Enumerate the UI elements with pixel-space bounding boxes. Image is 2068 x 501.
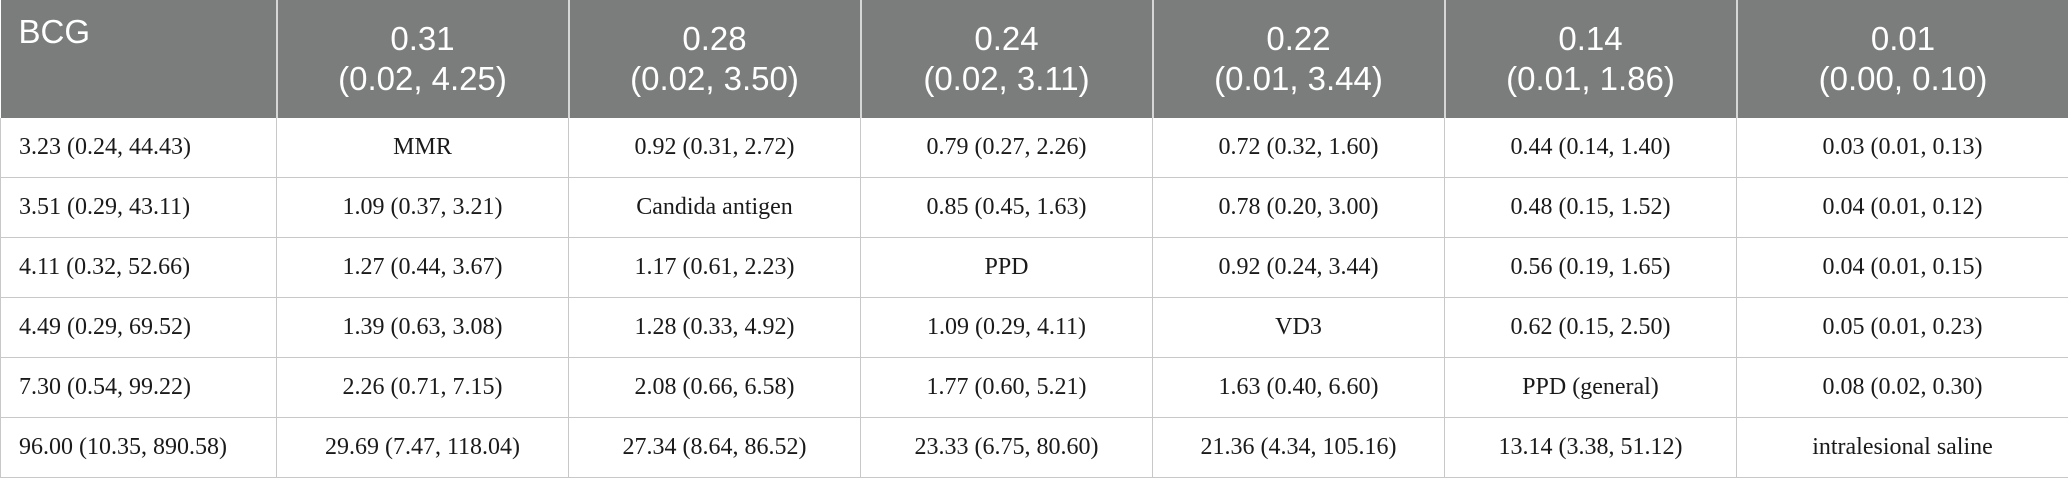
header-cell-2: 0.28 (0.02, 3.50) [568, 0, 862, 118]
table-cell: 1.63 (0.40, 6.60) [1152, 357, 1445, 418]
table-cell: 0.04 (0.01, 0.15) [1736, 237, 2068, 298]
header-value: 0.31 [390, 20, 455, 57]
table-cell: MMR [276, 118, 569, 178]
table-row: 4.49 (0.29, 69.52) 1.39 (0.63, 3.08) 1.2… [0, 297, 2068, 358]
table-cell: 0.04 (0.01, 0.12) [1736, 177, 2068, 238]
table-cell: 3.51 (0.29, 43.11) [0, 177, 277, 238]
table-row: 3.51 (0.29, 43.11) 1.09 (0.37, 3.21) Can… [0, 177, 2068, 238]
header-value: 0.28 [682, 20, 747, 57]
table-cell: 0.05 (0.01, 0.23) [1736, 297, 2068, 358]
table-cell: 4.11 (0.32, 52.66) [0, 237, 277, 298]
table-row: 3.23 (0.24, 44.43) MMR 0.92 (0.31, 2.72)… [0, 118, 2068, 178]
table-cell: 7.30 (0.54, 99.22) [0, 357, 277, 418]
table-cell: 0.72 (0.32, 1.60) [1152, 118, 1445, 178]
header-ci: (0.01, 3.44) [1214, 60, 1383, 97]
table-cell: 0.92 (0.24, 3.44) [1152, 237, 1445, 298]
table-cell: Candida antigen [568, 177, 861, 238]
table-cell: 0.62 (0.15, 2.50) [1444, 297, 1737, 358]
table-cell: 0.03 (0.01, 0.13) [1736, 118, 2068, 178]
header-value: 0.14 [1558, 20, 1623, 57]
table-cell: PPD (general) [1444, 357, 1737, 418]
table-cell: 0.44 (0.14, 1.40) [1444, 118, 1737, 178]
table-cell: 0.92 (0.31, 2.72) [568, 118, 861, 178]
header-value: 0.24 [974, 20, 1039, 57]
header-cell-1: 0.31 (0.02, 4.25) [276, 0, 570, 118]
table-cell: 1.09 (0.29, 4.11) [860, 297, 1153, 358]
table-cell: 0.56 (0.19, 1.65) [1444, 237, 1737, 298]
table-cell: 1.28 (0.33, 4.92) [568, 297, 861, 358]
table-cell: 27.34 (8.64, 86.52) [568, 417, 861, 478]
table-cell: 2.26 (0.71, 7.15) [276, 357, 569, 418]
header-ci: (0.02, 3.50) [630, 60, 799, 97]
table-cell: 23.33 (6.75, 80.60) [860, 417, 1153, 478]
header-cell-3: 0.24 (0.02, 3.11) [860, 0, 1154, 118]
table-cell: 0.85 (0.45, 1.63) [860, 177, 1153, 238]
header-ci: (0.02, 3.11) [923, 60, 1090, 97]
header-cell-5: 0.14 (0.01, 1.86) [1444, 0, 1738, 118]
header-cell-6: 0.01 (0.00, 0.10) [1736, 0, 2068, 118]
header-cell-bcg: BCG [0, 0, 278, 118]
table-cell: intralesional saline [1736, 417, 2068, 478]
table-row: 7.30 (0.54, 99.22) 2.26 (0.71, 7.15) 2.0… [0, 357, 2068, 418]
table-row: 96.00 (10.35, 890.58) 29.69 (7.47, 118.0… [0, 417, 2068, 478]
header-ci: (0.02, 4.25) [338, 60, 507, 97]
table-cell: 1.39 (0.63, 3.08) [276, 297, 569, 358]
table-cell: VD3 [1152, 297, 1445, 358]
table-cell: 3.23 (0.24, 44.43) [0, 118, 277, 178]
table-row: 4.11 (0.32, 52.66) 1.27 (0.44, 3.67) 1.1… [0, 237, 2068, 298]
table-cell: 13.14 (3.38, 51.12) [1444, 417, 1737, 478]
header-value: 0.22 [1266, 20, 1331, 57]
table-cell: 0.08 (0.02, 0.30) [1736, 357, 2068, 418]
table-cell: 0.78 (0.20, 3.00) [1152, 177, 1445, 238]
league-table: BCG 0.31 (0.02, 4.25) 0.28 (0.02, 3.50) … [0, 0, 2068, 478]
table-cell: 0.48 (0.15, 1.52) [1444, 177, 1737, 238]
header-row: BCG 0.31 (0.02, 4.25) 0.28 (0.02, 3.50) … [0, 0, 2068, 118]
header-ci: (0.01, 1.86) [1506, 60, 1675, 97]
table-cell: PPD [860, 237, 1153, 298]
header-value: BCG [18, 13, 91, 50]
table-cell: 1.17 (0.61, 2.23) [568, 237, 861, 298]
header-value: 0.01 [1870, 20, 1936, 57]
table-cell: 29.69 (7.47, 118.04) [276, 417, 569, 478]
table-header: BCG 0.31 (0.02, 4.25) 0.28 (0.02, 3.50) … [0, 0, 2068, 118]
table-cell: 1.09 (0.37, 3.21) [276, 177, 569, 238]
table-cell: 96.00 (10.35, 890.58) [0, 417, 277, 478]
header-cell-4: 0.22 (0.01, 3.44) [1152, 0, 1446, 118]
table-cell: 4.49 (0.29, 69.52) [0, 297, 277, 358]
table-cell: 0.79 (0.27, 2.26) [860, 118, 1153, 178]
table-cell: 2.08 (0.66, 6.58) [568, 357, 861, 418]
header-ci: (0.00, 0.10) [1818, 60, 1988, 97]
table-cell: 21.36 (4.34, 105.16) [1152, 417, 1445, 478]
table-cell: 1.77 (0.60, 5.21) [860, 357, 1153, 418]
table-body: 3.23 (0.24, 44.43) MMR 0.92 (0.31, 2.72)… [0, 118, 2068, 478]
table-cell: 1.27 (0.44, 3.67) [276, 237, 569, 298]
comparison-table: BCG 0.31 (0.02, 4.25) 0.28 (0.02, 3.50) … [0, 0, 2068, 478]
